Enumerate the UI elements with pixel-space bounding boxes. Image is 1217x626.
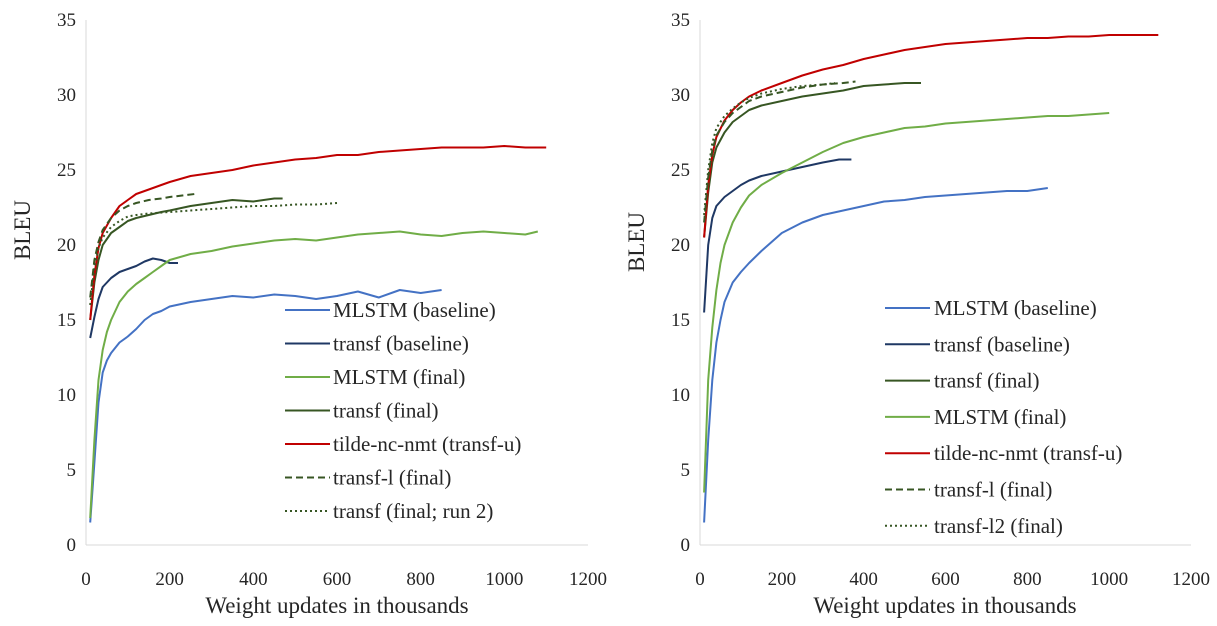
y-tick-label: 25 <box>57 160 76 181</box>
legend-label: transf (final; run 2) <box>333 499 493 523</box>
y-tick-label: 0 <box>681 535 691 556</box>
legend-label: transf-l (final) <box>333 466 451 490</box>
legend-label: MLSTM (baseline) <box>333 298 496 322</box>
y-tick-label: 5 <box>681 460 691 481</box>
series-line <box>89 289 442 523</box>
x-axis-title: Weight updates in thousands <box>205 593 468 618</box>
y-tick-label: 15 <box>57 310 76 331</box>
series-line <box>703 34 1159 238</box>
legend-label: transf (baseline) <box>934 332 1070 356</box>
x-tick-label: 800 <box>1013 569 1042 590</box>
legend-label: MLSTM (final) <box>934 405 1066 429</box>
y-tick-label: 0 <box>67 535 77 556</box>
legend-label: transf (final) <box>934 369 1040 393</box>
left-chart: 0 5 10 15 20 25 30 35 0 200 400 600 800 1000 1200 Weigh… <box>10 10 607 618</box>
series-line <box>89 202 338 306</box>
x-tick-label: 600 <box>323 569 352 590</box>
legend: MLSTM (baseline) transf (baseline) transf … <box>885 296 1122 538</box>
x-tick-label: 0 <box>81 569 91 590</box>
series-line <box>703 187 1048 523</box>
series-line <box>89 197 283 321</box>
x-tick-label: 1200 <box>569 569 607 590</box>
y-tick-label: 15 <box>671 310 690 331</box>
y-tick-label: 20 <box>57 235 76 256</box>
series-line <box>89 193 195 298</box>
series-line <box>89 257 178 339</box>
x-tick-label: 400 <box>849 569 878 590</box>
x-tick-label: 200 <box>155 569 184 590</box>
legend-label: transf-l2 (final) <box>934 514 1063 538</box>
y-tick-label: 10 <box>57 385 76 406</box>
x-tick-label: 1000 <box>1090 569 1128 590</box>
series-line <box>89 230 539 519</box>
legend-label: MLSTM (final) <box>333 365 465 389</box>
legend-label: tilde-nc-nmt (transf-u) <box>934 441 1122 465</box>
y-tick-label: 30 <box>57 85 76 106</box>
y-axis-title: BLEU <box>624 212 649 272</box>
legend-label: transf (final) <box>333 399 439 423</box>
legend-label: tilde-nc-nmt (transf-u) <box>333 432 521 456</box>
x-tick-label: 1200 <box>1172 569 1210 590</box>
y-tick-label: 35 <box>671 10 690 31</box>
series-line <box>703 158 852 313</box>
x-tick-label: 400 <box>239 569 268 590</box>
x-tick-label: 800 <box>406 569 435 590</box>
y-tick-label: 5 <box>67 460 77 481</box>
x-axis-title: Weight updates in thousands <box>813 593 1076 618</box>
series-line <box>703 112 1110 493</box>
y-tick-label: 30 <box>671 85 690 106</box>
x-tick-label: 600 <box>931 569 960 590</box>
x-tick-label: 1000 <box>485 569 523 590</box>
y-tick-label: 20 <box>671 235 690 256</box>
legend-label: MLSTM (baseline) <box>934 296 1097 320</box>
series-line <box>89 145 547 321</box>
y-tick-label: 35 <box>57 10 76 31</box>
series-line <box>703 80 856 223</box>
x-tick-label: 200 <box>768 569 797 590</box>
y-axis-title: BLEU <box>10 200 35 260</box>
legend-label: transf-l (final) <box>934 478 1052 502</box>
x-tick-label: 0 <box>695 569 705 590</box>
legend: MLSTM (baseline) transf (baseline) MLSTM (… <box>285 298 521 523</box>
series-line <box>703 82 921 238</box>
legend-label: transf (baseline) <box>333 332 469 356</box>
y-tick-label: 10 <box>671 385 690 406</box>
y-tick-label: 25 <box>671 160 690 181</box>
right-chart: 0 5 10 15 20 25 30 35 0 200 400 600 800 1000 1200 Weigh… <box>624 10 1210 618</box>
